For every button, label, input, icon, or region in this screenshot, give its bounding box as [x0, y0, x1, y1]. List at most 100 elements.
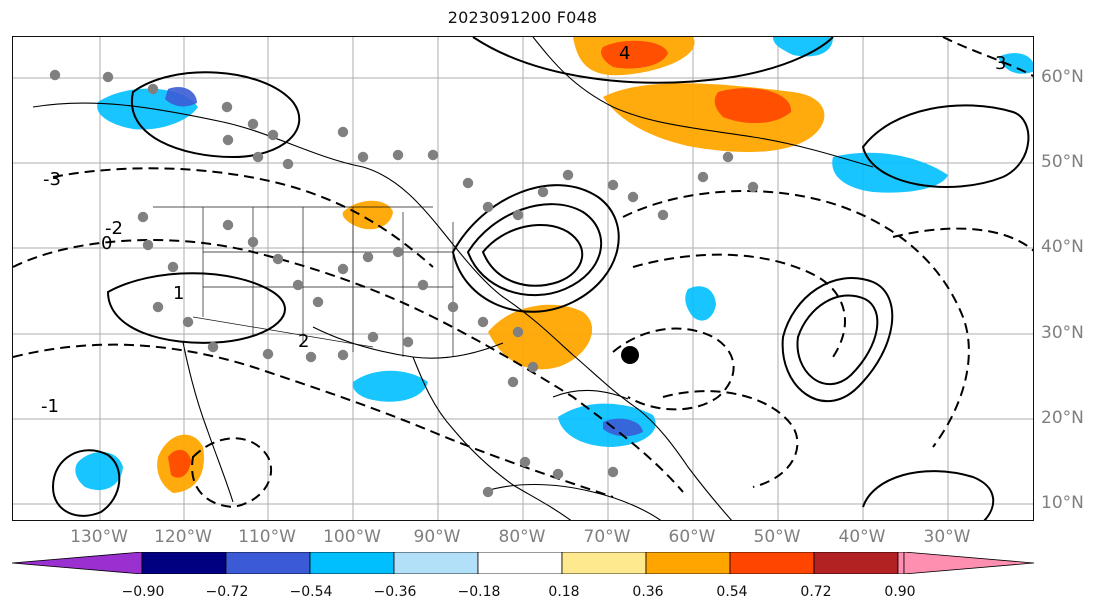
colorbar-bin-3	[309, 552, 395, 574]
contour-negative-6	[612, 327, 735, 411]
colorbar-label-0.36: 0.36	[632, 584, 664, 600]
contour-negative-9	[942, 37, 1033, 78]
x-tick-80w: 80°W	[498, 527, 546, 547]
x-tick-50w: 50°W	[753, 527, 801, 547]
colorbar-right-extension	[903, 552, 1034, 574]
colorbar-bin-8	[729, 552, 815, 574]
colorbar-left-extension	[12, 552, 143, 574]
anomaly-negative-gulf-of-mexico	[352, 370, 428, 402]
contour-label-plus-2: 2	[298, 331, 309, 352]
colorbar-bin-2	[225, 552, 311, 574]
contour-positive-ne-1	[781, 277, 894, 403]
colorbar-label-0.72: 0.72	[800, 584, 832, 600]
coastlines	[32, 37, 874, 520]
anomaly-strong-negative-pacific-northwest	[165, 86, 197, 107]
x-tick-40w: 40°W	[838, 527, 886, 547]
anomaly-negative-top-right	[773, 37, 833, 57]
contour-label-minus-1: -1	[41, 396, 59, 417]
central-america-coastline	[412, 356, 572, 520]
anomaly-positive-gulf	[488, 304, 593, 370]
y-tick-50n: 50°N	[1041, 152, 1084, 172]
contour-label-minus-2: -2	[105, 218, 123, 239]
anomaly-strong-negative-caribbean	[603, 418, 643, 437]
colorbar-bin-7	[645, 552, 731, 574]
colorbar-bin-6	[561, 552, 647, 574]
contour-positive-3	[481, 224, 584, 287]
anomaly-positive-midwest	[342, 200, 393, 230]
colorbar-bin-10	[897, 552, 905, 574]
contour-negative-10	[892, 227, 1033, 252]
x-tick-30w: 30°W	[923, 527, 971, 547]
colorbar-bin-9	[813, 552, 899, 574]
colorbar-label-minus-0.90: −0.90	[121, 584, 165, 600]
anomaly-negative-central-atlantic	[685, 286, 716, 321]
colorbar-bin-5	[477, 552, 563, 574]
y-tick-30n: 30°N	[1041, 323, 1084, 343]
anomaly-negative-far-east-pacific	[75, 451, 123, 491]
contour-positive-alaska	[130, 71, 301, 159]
colorbar-label-minus-0.72: −0.72	[205, 584, 249, 600]
contours	[13, 37, 1033, 520]
south-america-coast	[482, 484, 662, 520]
contour-positive-1	[451, 184, 620, 313]
contour-positive-eastatl	[861, 104, 1030, 188]
contour-label-plus-1: 1	[173, 283, 184, 304]
contour-negative-4	[622, 189, 970, 448]
colorbar-label-0.18: 0.18	[548, 584, 580, 600]
y-tick-10n: 10°N	[1041, 493, 1084, 513]
caribbean-islands	[552, 389, 629, 400]
contour-labels: -3 -2 -1 0 1 2 3 4	[41, 43, 1006, 417]
gulf-coastline	[312, 326, 504, 359]
figure-title: 2023091200 F048	[447, 8, 598, 27]
y-tick-60n: 60°N	[1041, 67, 1084, 87]
x-tick-110w: 110°W	[238, 527, 296, 547]
contour-negative-5	[632, 253, 846, 358]
contour-positive-pac-1	[51, 449, 121, 517]
x-tick-90w: 90°W	[413, 527, 461, 547]
contour-label-zero: 0	[101, 233, 112, 254]
north-american-coastline	[32, 102, 732, 520]
contour-positive-west	[106, 272, 286, 344]
colorbar-label-minus-0.54: −0.54	[289, 584, 333, 600]
map-svg: -3 -2 -1 0 1 2 3 4	[13, 37, 1033, 520]
x-tick-100w: 100°W	[323, 527, 381, 547]
y-tick-20n: 20°N	[1041, 408, 1084, 428]
colorbar-label-0.90: 0.90	[884, 584, 916, 600]
colorbar-bin-1	[141, 552, 227, 574]
anomaly-strong-positive-east-pacific	[168, 449, 191, 478]
x-tick-130w: 130°W	[70, 527, 128, 547]
contour-label-plus-4: 4	[619, 43, 630, 64]
anomaly-negative-labrador	[832, 152, 948, 193]
anomaly-strong-positive-north-atlantic	[714, 88, 792, 124]
station-markers	[49, 69, 759, 498]
contour-label-plus-3: 3	[995, 53, 1006, 74]
contour-positive-top	[472, 37, 834, 84]
anomaly-shading	[75, 37, 1033, 493]
greenland-coast	[532, 37, 874, 168]
baja-coastline	[182, 341, 234, 503]
x-tick-70w: 70°W	[583, 527, 631, 547]
contour-negative-3	[52, 167, 434, 268]
colorbar-bin-4	[393, 552, 479, 574]
us-states-grid	[202, 207, 454, 357]
contour-positive-bottomright	[862, 470, 995, 520]
y-tick-40n: 40°N	[1041, 237, 1084, 257]
contour-negative-1	[13, 239, 684, 493]
colorbar-label-minus-0.36: −0.36	[373, 584, 417, 600]
anomaly-positive-north-atlantic	[603, 83, 825, 152]
highlight-marker	[621, 346, 639, 364]
x-tick-60w: 60°W	[668, 527, 716, 547]
contour-negative-8	[191, 437, 273, 509]
contour-negative-7	[662, 390, 799, 488]
anomaly-negative-far-top-right	[998, 53, 1033, 74]
contour-negative-2	[13, 343, 614, 498]
contour-label-minus-3: -3	[43, 169, 61, 190]
map-panel: -3 -2 -1 0 1 2 3 4	[12, 36, 1034, 521]
colorbar-label-0.54: 0.54	[716, 584, 748, 600]
colorbar-label-minus-0.18: −0.18	[457, 584, 501, 600]
political-borders	[153, 206, 454, 357]
anomaly-strong-positive-north-top	[601, 40, 668, 69]
contour-positive-ne-2	[796, 294, 879, 386]
colorbar	[12, 552, 1034, 574]
